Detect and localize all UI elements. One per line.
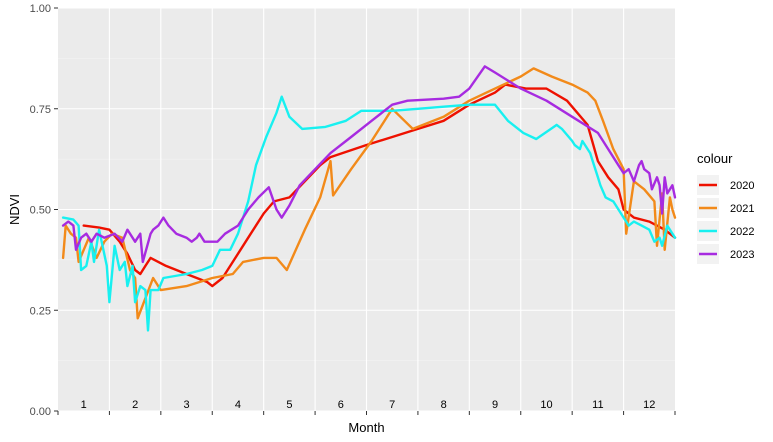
month-label-8: 8 xyxy=(441,399,447,411)
legend: colour 2020 2021 2022 2023 xyxy=(697,151,754,264)
series-line-2021 xyxy=(61,67,677,320)
legend-label-2020: 2020 xyxy=(730,180,754,192)
y-tick-label: 0.50 xyxy=(30,205,51,217)
series-line-2023 xyxy=(61,65,677,264)
month-label-4: 4 xyxy=(235,399,241,411)
y-tick-label: 0.75 xyxy=(30,104,51,116)
month-label-1: 1 xyxy=(81,399,87,411)
month-label-2: 2 xyxy=(132,399,138,411)
month-label-10: 10 xyxy=(540,399,552,411)
series-lines xyxy=(61,65,677,332)
legend-label-2021: 2021 xyxy=(730,203,754,215)
month-label-6: 6 xyxy=(338,399,344,411)
month-label-12: 12 xyxy=(643,399,655,411)
x-axis-title: Month xyxy=(348,420,384,435)
legend-label-2022: 2022 xyxy=(730,226,754,238)
y-tick-label: 0.00 xyxy=(30,406,51,418)
y-axis-title: NDVI xyxy=(7,194,22,225)
month-label-5: 5 xyxy=(286,399,292,411)
month-label-9: 9 xyxy=(492,399,498,411)
month-labels: 1 2 3 4 5 6 7 8 9 10 11 12 xyxy=(81,399,656,411)
legend-label-2023: 2023 xyxy=(730,249,754,261)
month-label-11: 11 xyxy=(592,399,603,411)
y-tick-label: 0.25 xyxy=(30,305,51,317)
y-tick-label: 1.00 xyxy=(30,3,51,15)
x-axis xyxy=(57,411,676,415)
month-label-3: 3 xyxy=(183,399,189,411)
month-label-7: 7 xyxy=(389,399,395,411)
series-line-2022 xyxy=(61,95,677,332)
legend-title: colour xyxy=(697,151,733,166)
y-axis: 0.00 0.25 0.50 0.75 1.00 xyxy=(30,3,58,418)
